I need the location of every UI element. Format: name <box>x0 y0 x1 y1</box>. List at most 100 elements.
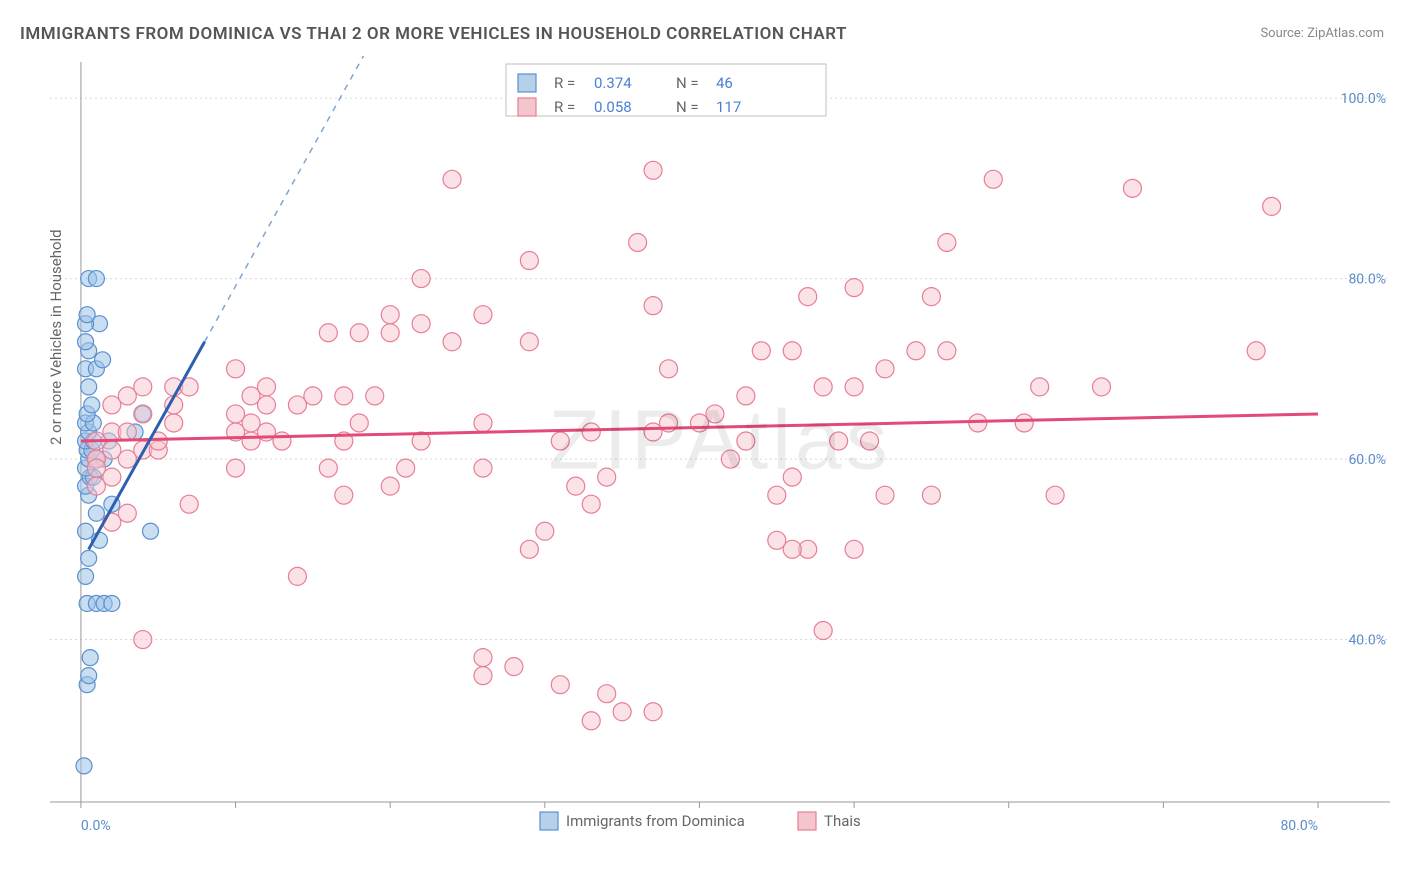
data-point <box>88 505 104 521</box>
data-point <box>104 595 120 611</box>
data-point <box>134 631 152 649</box>
data-point <box>79 307 95 323</box>
data-point <box>474 667 492 685</box>
data-point <box>319 459 337 477</box>
source-attribution: Source: ZipAtlas.com <box>1260 26 1384 41</box>
data-point <box>143 523 159 539</box>
legend-n-label: N = <box>676 98 699 116</box>
data-point <box>613 703 631 721</box>
data-point <box>474 414 492 432</box>
bottom-legend: Immigrants from DominicaThais <box>540 812 861 830</box>
chart-area: 40.0%60.0%80.0%100.0%0.0%80.0%R =0.374N … <box>50 56 1390 834</box>
data-point <box>134 378 152 396</box>
data-point <box>706 405 724 423</box>
source-label: Source: <box>1260 26 1303 41</box>
data-point <box>1247 342 1265 360</box>
data-point <box>520 252 538 270</box>
data-point <box>861 432 879 450</box>
data-point <box>78 334 94 350</box>
source-name: ZipAtlas.com <box>1307 26 1384 41</box>
data-point <box>412 315 430 333</box>
data-point <box>629 233 647 251</box>
x-tick-label: 0.0% <box>81 818 111 834</box>
data-point <box>1123 179 1141 197</box>
chart-title: IMMIGRANTS FROM DOMINICA VS THAI 2 OR MO… <box>20 24 847 44</box>
data-point <box>366 387 384 405</box>
data-point <box>876 360 894 378</box>
data-point <box>536 522 554 540</box>
data-point <box>78 523 94 539</box>
data-point <box>134 405 152 423</box>
data-point <box>783 342 801 360</box>
legend-swatch <box>540 812 558 830</box>
data-point <box>938 342 956 360</box>
y-axis-label: 2 or more Vehicles in Household <box>47 229 65 445</box>
data-point <box>768 486 786 504</box>
data-point <box>799 288 817 306</box>
data-point <box>350 414 368 432</box>
y-tick-label: 100.0% <box>1341 91 1386 107</box>
data-point <box>1031 378 1049 396</box>
data-point <box>505 658 523 676</box>
data-point <box>660 360 678 378</box>
data-point <box>81 379 97 395</box>
data-point <box>381 477 399 495</box>
data-point <box>350 324 368 342</box>
data-point <box>752 342 770 360</box>
data-point <box>520 333 538 351</box>
data-point <box>165 414 183 432</box>
data-point <box>319 324 337 342</box>
data-point <box>76 758 92 774</box>
data-point <box>644 703 662 721</box>
data-point <box>551 676 569 694</box>
data-point <box>474 306 492 324</box>
data-point <box>814 622 832 640</box>
data-point <box>922 486 940 504</box>
legend-swatch <box>518 74 536 92</box>
data-point <box>1093 378 1111 396</box>
trend-line-dominica-dashed <box>205 56 391 342</box>
data-point <box>582 423 600 441</box>
data-point <box>783 468 801 486</box>
legend-n-value: 117 <box>716 98 741 116</box>
data-point <box>814 378 832 396</box>
data-point <box>227 459 245 477</box>
data-point <box>907 342 925 360</box>
x-tick-label: 80.0% <box>1280 818 1318 834</box>
data-point <box>288 567 306 585</box>
data-point <box>95 352 111 368</box>
legend-box: R =0.374N =46R =0.058N =117 <box>506 64 826 116</box>
data-point <box>737 387 755 405</box>
data-point <box>876 486 894 504</box>
data-point <box>443 170 461 188</box>
series <box>87 161 1280 729</box>
data-point <box>551 432 569 450</box>
data-point <box>304 387 322 405</box>
data-point <box>118 504 136 522</box>
data-point <box>721 450 739 468</box>
data-point <box>180 495 198 513</box>
data-point <box>257 378 275 396</box>
data-point <box>335 486 353 504</box>
data-point <box>598 685 616 703</box>
data-point <box>520 540 538 558</box>
legend-swatch <box>518 98 536 116</box>
data-point <box>84 397 100 413</box>
data-point <box>87 477 105 495</box>
data-point <box>118 423 136 441</box>
legend-r-label: R = <box>554 74 575 92</box>
data-point <box>598 468 616 486</box>
data-point <box>443 333 461 351</box>
data-point <box>474 459 492 477</box>
data-point <box>81 550 97 566</box>
data-point <box>88 271 104 287</box>
data-point <box>1015 414 1033 432</box>
legend-r-label: R = <box>554 98 575 116</box>
legend-r-value: 0.374 <box>594 74 632 92</box>
data-point <box>335 387 353 405</box>
data-point <box>582 495 600 513</box>
legend-series-label: Thais <box>824 812 861 830</box>
data-point <box>227 405 245 423</box>
data-point <box>227 360 245 378</box>
data-point <box>644 297 662 315</box>
